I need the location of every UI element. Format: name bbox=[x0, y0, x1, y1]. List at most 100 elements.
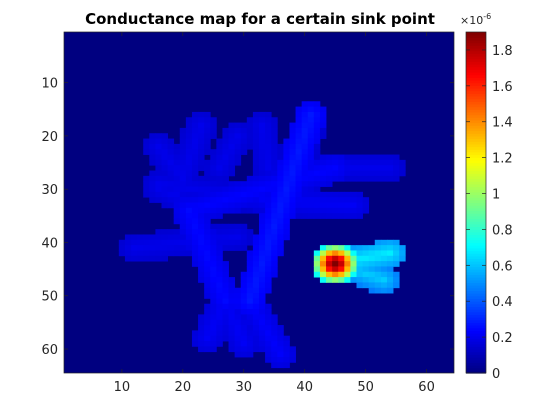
heatmap-cell bbox=[228, 229, 236, 235]
colorbar-segment bbox=[466, 295, 486, 299]
heatmap-cell bbox=[332, 191, 339, 198]
heatmap-cell bbox=[124, 234, 132, 241]
heatmap-cell bbox=[246, 122, 254, 129]
heatmap-cell bbox=[289, 191, 296, 198]
heatmap-cell bbox=[332, 202, 339, 209]
heatmap-cell bbox=[319, 122, 327, 129]
heatmap-cell bbox=[222, 335, 229, 342]
heatmap-cell bbox=[204, 117, 211, 123]
heatmap-cell bbox=[356, 202, 363, 209]
heatmap-cell bbox=[210, 293, 217, 299]
heatmap-cell bbox=[204, 314, 211, 321]
heatmap-cell bbox=[210, 175, 217, 182]
heatmap-cell bbox=[240, 181, 248, 187]
heatmap-cell bbox=[252, 245, 260, 251]
heatmap-cell bbox=[234, 154, 242, 161]
heatmap-cell bbox=[271, 165, 278, 171]
heatmap-cell bbox=[137, 255, 144, 262]
y-tick-label: 60 bbox=[41, 343, 58, 358]
heatmap-cell bbox=[350, 271, 357, 278]
heatmap-cell bbox=[356, 266, 363, 273]
colorbar-segment bbox=[466, 309, 486, 313]
heatmap-cell bbox=[173, 250, 181, 257]
heatmap-cell bbox=[228, 245, 236, 251]
heatmap-cell bbox=[259, 127, 266, 134]
heatmap-cell bbox=[210, 325, 217, 331]
heatmap-cell bbox=[216, 261, 223, 267]
heatmap-cell bbox=[344, 165, 351, 171]
heatmap-cell bbox=[386, 159, 394, 166]
heatmap-cell bbox=[344, 277, 351, 283]
x-tick-label: 20 bbox=[175, 380, 192, 395]
heatmap-cell bbox=[332, 165, 339, 171]
heatmap-cell bbox=[155, 255, 162, 262]
heatmap-cell bbox=[295, 111, 303, 118]
heatmap-cell bbox=[204, 207, 211, 214]
heatmap-cell bbox=[155, 197, 162, 203]
colorbar-segment bbox=[466, 213, 486, 217]
heatmap-cell bbox=[295, 197, 303, 203]
heatmap-cell bbox=[326, 207, 333, 214]
colorbar-segment bbox=[466, 346, 486, 350]
heatmap-cell bbox=[167, 239, 175, 246]
heatmap-cell bbox=[216, 282, 223, 289]
heatmap-cell bbox=[259, 181, 266, 187]
heatmap-cell bbox=[338, 202, 345, 209]
heatmap-cell bbox=[265, 138, 272, 145]
heatmap-cell bbox=[179, 213, 187, 219]
heatmap-cell bbox=[252, 170, 260, 177]
heatmap-cell bbox=[386, 271, 394, 278]
heatmap-cell bbox=[301, 186, 309, 193]
heatmap-cell bbox=[313, 271, 321, 278]
heatmap-cell bbox=[131, 245, 138, 251]
heatmap-cell bbox=[252, 175, 260, 182]
heatmap-cell bbox=[380, 250, 388, 257]
heatmap-cell bbox=[252, 159, 260, 166]
heatmap-cell bbox=[222, 165, 229, 171]
heatmap-cell bbox=[228, 314, 236, 321]
heatmap-cell bbox=[259, 186, 266, 193]
colorbar-segment bbox=[466, 74, 486, 78]
colorbar-segment bbox=[466, 365, 486, 369]
heatmap-cell bbox=[295, 213, 303, 219]
heatmap-cell bbox=[252, 122, 260, 129]
heatmap-cell bbox=[326, 255, 333, 262]
heatmap-cell bbox=[356, 250, 363, 257]
heatmap-cell bbox=[344, 266, 351, 273]
heatmap-cell bbox=[271, 138, 278, 145]
heatmap-cell bbox=[350, 277, 357, 283]
colorbar-segment bbox=[466, 215, 486, 220]
heatmap-cell bbox=[173, 218, 181, 225]
colorbar-segment bbox=[466, 210, 486, 214]
heatmap-cell bbox=[301, 197, 309, 203]
heatmap-cell bbox=[277, 325, 284, 331]
heatmap-cell bbox=[326, 202, 333, 209]
heatmap-cell bbox=[222, 133, 229, 139]
heatmap-cell bbox=[386, 266, 394, 273]
heatmap-cell bbox=[368, 159, 376, 166]
heatmap-cell bbox=[259, 197, 266, 203]
heatmap-cell bbox=[271, 255, 278, 262]
heatmap-cell bbox=[380, 239, 388, 246]
heatmap-cell bbox=[307, 186, 315, 193]
heatmap-cell bbox=[344, 197, 351, 203]
heatmap-cell bbox=[326, 159, 333, 166]
colorbar-segment bbox=[466, 173, 486, 177]
heatmap-cell bbox=[265, 133, 272, 139]
heatmap-cell bbox=[295, 149, 303, 155]
heatmap-cell bbox=[240, 287, 248, 294]
heatmap-cell bbox=[326, 197, 333, 203]
heatmap-cell bbox=[161, 245, 168, 251]
heatmap-cell bbox=[228, 341, 236, 347]
heatmap-cell bbox=[191, 170, 199, 177]
heatmap-cell bbox=[234, 229, 242, 235]
heatmap-cell bbox=[386, 239, 394, 246]
heatmap-cell bbox=[252, 181, 260, 187]
heatmap-cell bbox=[198, 191, 205, 198]
heatmap-cell bbox=[277, 346, 284, 353]
heatmap-cell bbox=[173, 175, 181, 182]
heatmap-cell bbox=[240, 197, 248, 203]
heatmap-cell bbox=[210, 330, 217, 337]
heatmap-cell bbox=[234, 133, 242, 139]
heatmap-cell bbox=[149, 197, 156, 203]
